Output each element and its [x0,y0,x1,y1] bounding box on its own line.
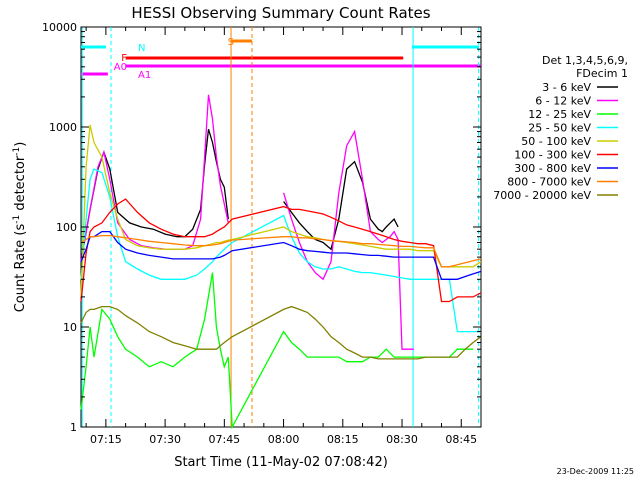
series-line-6-seg-1 [80,198,482,303]
y-axis-label-sup2: -1 [12,147,22,156]
y-tick-label-2: 10 [63,321,77,334]
x-tick-label-6: 08:30 [386,433,418,446]
label-a0: A0 [114,62,127,73]
legend-label-4: 25 - 50 keV [528,122,591,135]
x-tick-label-7: 08:45 [445,433,477,446]
series-line-2-seg-2 [282,129,414,350]
data-series [80,94,482,430]
legend-label-3: 12 - 25 keV [528,108,591,121]
series-line-3-seg-1 [80,272,474,430]
legend-label-1: 3 - 6 keV [542,81,591,94]
series-line-1-seg-1 [80,129,229,262]
y-axis-label-sup1: -1 [12,215,22,224]
label-f: F [121,53,127,64]
series-line-1-seg-2 [283,160,399,251]
x-tick-label-3: 07:45 [208,433,240,446]
y-tick-label-1: 1 [70,421,77,434]
legend-label-8: 800 - 7000 keV [507,176,591,189]
x-axis-label: Start Time (11-May-02 07:08:42) [174,455,388,470]
x-tick-label-1: 07:15 [90,433,122,446]
x-tick-label-5: 08:15 [327,433,359,446]
svg-text:Count Rate (s-1 detector-1): Count Rate (s-1 detector-1) [12,142,28,313]
legend-label-2: 6 - 12 keV [535,95,591,108]
series-line-5-seg-1 [80,124,482,297]
y-tick-label-3: 100 [56,221,77,234]
x-tick-label-4: 08:00 [268,433,300,446]
legend-label-9: 7000 - 20000 keV [493,189,591,202]
axis-ticks: 1 10 100 1000 10000 07:15 07:30 07:45 08:00 08:15… [42,21,482,446]
legend-label-6: 100 - 300 keV [514,149,591,162]
legend-label-5: 50 - 100 keV [521,135,591,148]
timestamp: 23-Dec-2009 11:25 [557,467,634,476]
series-line-8-seg-1 [80,234,482,268]
legend-label-7: 300 - 800 keV [514,162,591,175]
legend-header-2: FDecim 1 [576,67,628,80]
series-line-9-seg-1 [80,305,482,360]
y-axis-label: Count Rate (s-1 detector-1) [12,142,28,313]
y-tick-label-4: 1000 [49,121,77,134]
y-axis-label-main: Count Rate (s [13,224,28,313]
x-tick-label-2: 07:30 [149,433,181,446]
y-axis-label-end: ) [13,142,28,147]
label-n: N [138,43,145,54]
y-axis-label-mid: detector [13,155,28,215]
label-s: S [228,37,234,48]
legend-header-1: Det 1,3,4,5,6,9, [542,54,628,67]
series-line-4-seg-1 [80,168,481,333]
label-a1: A1 [138,70,151,81]
chart-title: HESSI Observing Summary Count Rates [131,4,430,22]
series-line-7-seg-1 [80,230,482,280]
y-tick-label-5: 10000 [42,21,77,34]
